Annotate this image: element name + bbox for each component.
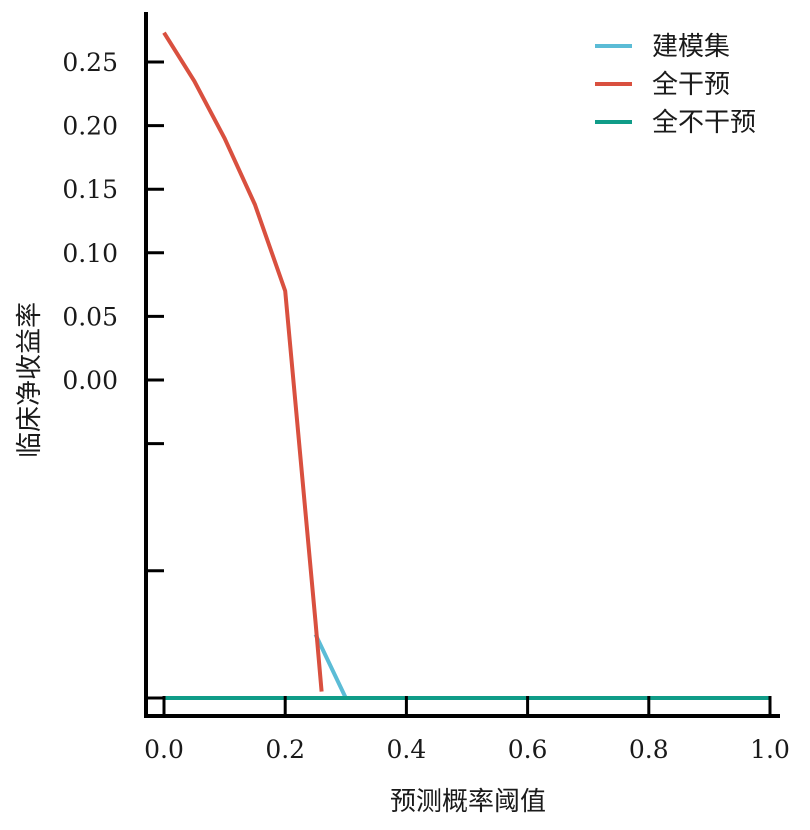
x-tick-label: 0.4: [387, 735, 427, 764]
y-tick-label: 0.15: [62, 175, 118, 204]
x-tick-label: 0.8: [629, 735, 669, 764]
legend-label-1: 全干预: [652, 70, 730, 100]
legend-label-2: 全不干预: [652, 108, 756, 138]
x-tick-label: 0.6: [508, 735, 548, 764]
y-axis-title: 临床净收益率: [15, 302, 45, 458]
y-tick-label: 0.00: [62, 366, 118, 395]
y-axis-ticks: 0.25 0.20 0.15 0.10 0.05 0.00: [62, 48, 164, 700]
y-tick-label: 0.05: [62, 302, 118, 331]
x-axis-title: 预测概率阈值: [390, 787, 546, 817]
x-tick-label: 1.0: [750, 735, 790, 764]
x-axis-ticks: 0.0 0.2 0.4 0.6 0.8 1.0: [144, 696, 790, 764]
y-tick-label: 0.25: [62, 48, 118, 77]
x-tick-label: 0.0: [144, 735, 184, 764]
x-tick-label: 0.2: [265, 735, 305, 764]
series-line-1: [162, 31, 324, 692]
y-tick-label: 0.10: [62, 239, 118, 268]
y-tick-label: 0.20: [62, 112, 118, 141]
series-line-0: [313, 633, 770, 700]
series-lines: [162, 31, 770, 700]
legend-label-0: 建模集: [652, 32, 730, 62]
